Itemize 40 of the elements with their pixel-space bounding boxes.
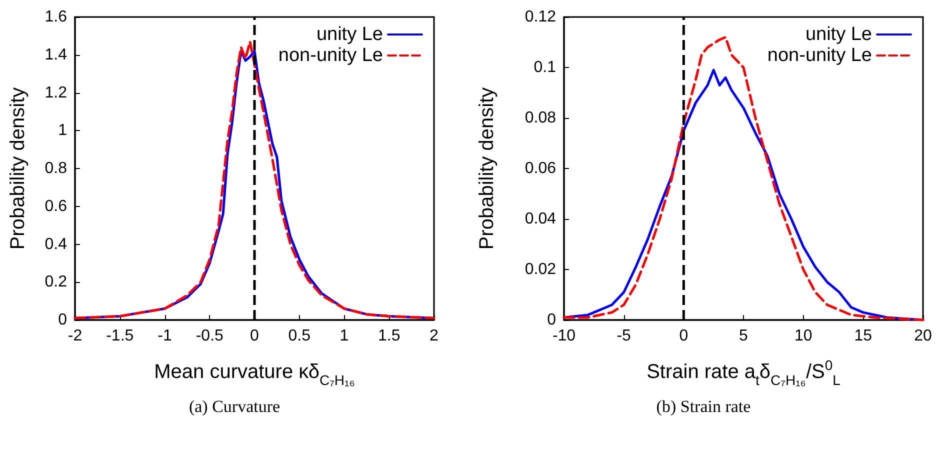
y-tick-label: 1 — [58, 122, 68, 140]
y-tick-label: 0.12 — [524, 8, 556, 26]
y-tick-label: 0.06 — [524, 160, 556, 177]
x-tick-label: -1.5 — [106, 328, 134, 344]
x-tick-label: 10 — [794, 328, 812, 344]
y-tick-label: 0 — [546, 312, 556, 328]
y-tick-label: 0.1 — [533, 59, 556, 76]
x-tick-label: 0 — [250, 328, 260, 344]
legend-label: non-unity Le — [278, 45, 383, 66]
x-tick-label: 0.5 — [288, 328, 311, 344]
text: (b) Strain rate — [656, 397, 750, 416]
y-tick-label: 0.2 — [44, 274, 68, 291]
y-axis-title: Probability density — [7, 87, 29, 250]
x-tick-label: 2 — [430, 328, 439, 344]
x-tick-label: -1 — [158, 328, 172, 344]
y-tick-label: 1.6 — [44, 8, 68, 26]
x-tick-label: -2 — [68, 328, 82, 344]
text: (a) Curvature — [188, 397, 280, 416]
y-tick-label: 0.02 — [524, 261, 556, 278]
legend-label: unity Le — [804, 24, 872, 45]
y-axis-title: Probability density — [476, 87, 498, 250]
x-tick-label: 5 — [738, 328, 748, 344]
x-tick-label: -10 — [552, 328, 576, 344]
y-tick-label: 0.08 — [524, 110, 556, 126]
x-tick-label: 15 — [854, 328, 872, 344]
x-tick-label: 1 — [340, 328, 349, 344]
x-tick-label: 0 — [678, 328, 688, 344]
legend-label: non-unity Le — [766, 45, 872, 66]
legend-label: unity Le — [316, 24, 383, 45]
y-tick-label: 1.2 — [44, 84, 68, 102]
x-tick-label: -5 — [616, 328, 631, 344]
x-tick-label: 20 — [914, 328, 932, 344]
y-tick-label: 0 — [58, 312, 68, 328]
y-tick-label: 1.4 — [44, 46, 68, 64]
y-tick-label: 0.4 — [44, 236, 68, 253]
x-tick-label: 1.5 — [378, 328, 400, 344]
y-tick-label: 0.8 — [44, 160, 68, 177]
y-tick-label: 0.04 — [524, 210, 556, 228]
x-tick-label: -0.5 — [196, 328, 224, 344]
y-tick-label: 0.6 — [44, 198, 68, 215]
